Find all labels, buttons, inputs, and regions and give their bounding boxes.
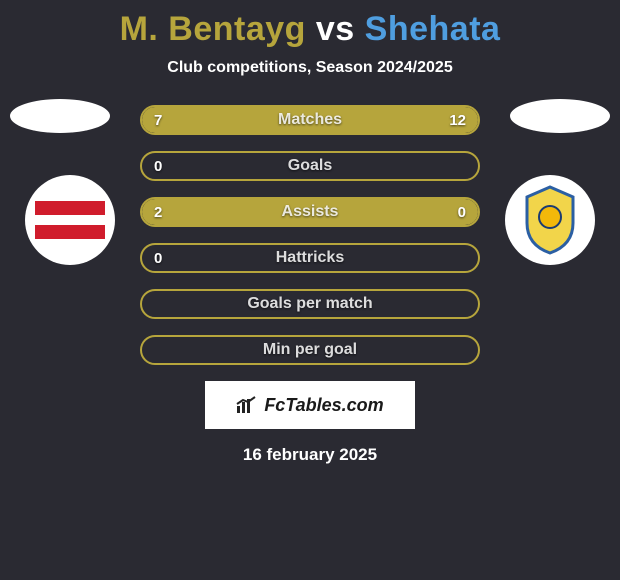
stat-row: Goals per match — [140, 289, 480, 319]
stat-value-left: 7 — [154, 107, 162, 133]
ismaily-badge — [505, 175, 595, 265]
subtitle: Club competitions, Season 2024/2025 — [0, 59, 620, 77]
stat-label: Matches — [142, 107, 478, 133]
stat-value-right: 12 — [449, 107, 466, 133]
stat-label: Assists — [142, 199, 478, 225]
stat-row: Assists2 0 — [140, 197, 480, 227]
stat-value-left: 0 — [154, 153, 162, 179]
stat-row: Hattricks0 — [140, 243, 480, 273]
attribution-badge: FcTables.com — [205, 381, 415, 429]
comparison-title: M. Bentayg vs Shehata — [0, 0, 620, 49]
stat-value-right: 0 — [458, 199, 466, 225]
player2-name: Shehata — [365, 10, 501, 48]
vs-text: vs — [316, 10, 355, 48]
player1-photo-placeholder — [10, 99, 110, 133]
stat-value-left: 0 — [154, 245, 162, 271]
stat-label: Hattricks — [142, 245, 478, 271]
chart-icon — [236, 396, 258, 414]
stat-row: Goals0 — [140, 151, 480, 181]
player2-photo-placeholder — [510, 99, 610, 133]
content-area: Matches712Goals0Assists20Hattricks0Goals… — [0, 105, 620, 465]
stat-label: Goals per match — [142, 291, 478, 317]
attribution-text: FcTables.com — [264, 395, 383, 416]
date-text: 16 february 2025 — [0, 445, 620, 465]
stat-row: Min per goal — [140, 335, 480, 365]
player1-name: M. Bentayg — [120, 10, 306, 48]
zamalek-icon — [35, 185, 105, 255]
stat-value-left: 2 — [154, 199, 162, 225]
ismaily-icon — [513, 183, 587, 257]
stats-bars: Matches712Goals0Assists20Hattricks0Goals… — [140, 105, 480, 365]
stat-row: Matches7 12 — [140, 105, 480, 135]
stat-label: Goals — [142, 153, 478, 179]
stat-label: Min per goal — [142, 337, 478, 363]
zamalek-badge — [25, 175, 115, 265]
